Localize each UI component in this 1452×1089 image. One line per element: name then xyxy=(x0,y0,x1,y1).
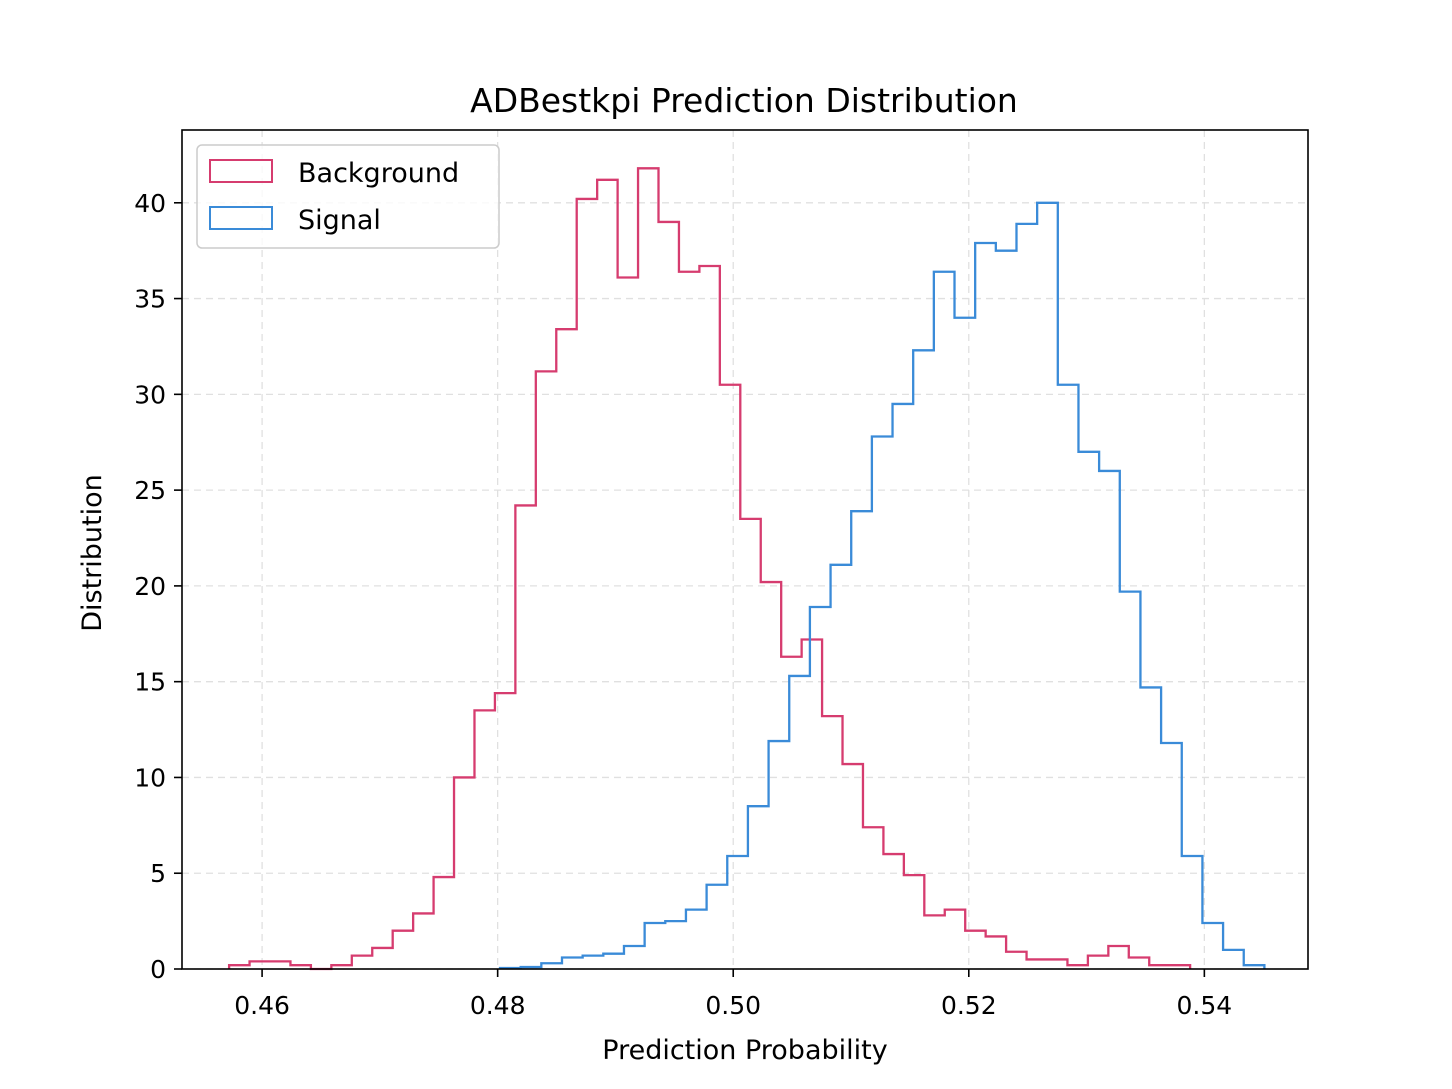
x-axis-label: Prediction Probability xyxy=(602,1035,887,1066)
y-tick-label: 30 xyxy=(134,380,166,409)
x-tick-label: 0.46 xyxy=(234,991,290,1020)
y-tick-label: 10 xyxy=(134,763,166,792)
y-tick-label: 35 xyxy=(134,285,166,314)
y-tick-label: 20 xyxy=(134,572,166,601)
series-background-step xyxy=(227,167,1192,971)
chart-title: ADBestkpi Prediction Distribution xyxy=(470,81,1018,120)
y-tick-label: 5 xyxy=(150,859,166,888)
plot-frame xyxy=(181,129,1309,970)
legend-swatch-background xyxy=(209,159,273,183)
axis-ticks: 0.46 0.48 0.50 0.52 0.54 0 5 10 15 20 25 30 35 40 xyxy=(134,189,1232,1020)
y-tick-label: 25 xyxy=(134,476,166,505)
y-tick-label: 40 xyxy=(134,189,166,218)
x-tick-label: 0.52 xyxy=(941,991,997,1020)
legend: Background Signal xyxy=(196,144,500,249)
histogram-series xyxy=(227,167,1266,971)
y-tick-label: 15 xyxy=(134,668,166,697)
x-tick-label: 0.50 xyxy=(705,991,761,1020)
y-tick-label: 0 xyxy=(150,955,166,984)
x-tick-label: 0.48 xyxy=(470,991,526,1020)
legend-swatch-signal xyxy=(209,206,273,230)
series-signal-step xyxy=(498,201,1266,970)
legend-label-signal: Signal xyxy=(298,205,381,236)
x-tick-label: 0.54 xyxy=(1177,991,1233,1020)
y-axis-label: Distribution xyxy=(77,474,108,632)
legend-label-background: Background xyxy=(298,158,459,189)
